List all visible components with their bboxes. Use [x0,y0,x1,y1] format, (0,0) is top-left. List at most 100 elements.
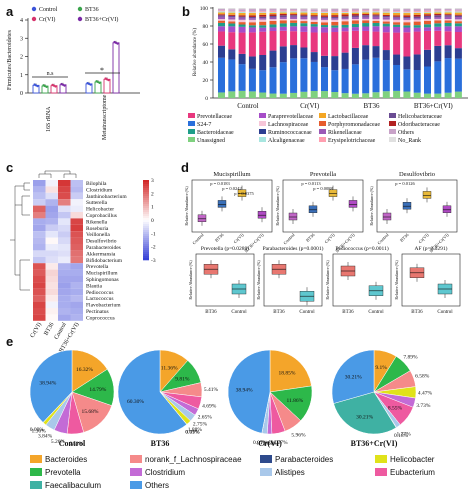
panel-c-heatmap-cell [58,256,71,264]
panel-c-scale-tick: 3 [151,178,154,184]
panel-b-bar-segment [279,15,287,18]
panel-b-bar-segment [434,12,442,14]
panel-b-bar-segment [413,25,421,28]
panel-b-bar-segment [238,22,246,25]
panel-c-column-label: BT36 [43,322,55,337]
panel-b-bar-segment [248,15,256,17]
panel-b-bar-segment [279,13,287,16]
panel-d-top-title: Mucispirillum [213,171,250,178]
panel-c-scale-step [143,194,149,197]
panel-b-bar-segment [382,16,390,18]
panel-b-bar-segment [382,32,390,51]
panel-b-bar-segment [279,26,287,31]
panel-b-bar-segment [269,8,277,9]
panel-c-heatmap-cell [70,295,83,302]
panel-b-bar-segment [321,32,328,56]
panel-b-bar-segment [269,93,277,98]
panel-b-bar-segment [279,11,287,13]
panel-b-bar-segment [269,50,277,68]
panel-b-bar-segment [382,26,390,33]
panel-b-bar-segment [300,15,308,17]
panel-b-legend-swatch [188,129,195,134]
panel-a-ns-label: n.s [47,71,55,77]
panel-b-legend-swatch [319,121,326,126]
panel-b-legend-label: Paraprevotellaceae [268,114,314,120]
panel-c-heatmap-cell [33,212,46,219]
panel-c-row-label: Prevotella [86,264,109,270]
panel-b-bar-segment [444,8,452,11]
panel-d-letter: d [181,160,189,175]
panel-c-heatmap-cell [33,288,46,296]
panel-d-top-group: BT36 [305,232,316,243]
panel-b-bar-segment [382,60,390,92]
panel-d-bottom-group: BT36 [411,310,423,315]
panel-c-heatmap-cell [45,244,58,251]
panel-e-legend-swatch [130,481,142,489]
panel-d-top-title: Prevotella [310,171,336,178]
panel-e-legend-label: Bacteroides [45,455,87,464]
panel-b-legend-swatch [389,113,396,118]
panel-b-bar-segment [341,14,349,17]
panel-c-color-scale: 3 2 1 0 -1 -2 -3 [143,178,156,264]
panel-e-slice-label: 0.01% [185,429,200,435]
panel-b-bar-segment [218,8,225,10]
panel-e-legend-label: Eubacterium [390,468,435,477]
panel-e-legend-label: norank_f_Lachnospiraceae [145,455,242,464]
panel-b-bar-segment [300,47,308,59]
panel-b-bar-segment [454,12,462,15]
panel-c-heatmap-cell [33,231,46,238]
panel-b-legend-label: Odoribacteraceae [398,122,440,128]
panel-c-scale-tick: 0 [151,218,154,224]
panel-b-bar-segment [290,20,298,23]
panel-b-bar-segment [300,11,308,13]
panel-c-heatmap-cell [58,237,71,244]
panel-e-legend-label: Alistipes [275,468,305,477]
panel-b-bar-segment [403,25,411,28]
panel-d-top-box [382,212,392,221]
panel-b-bar-segment [434,45,442,62]
panel-b-bar-segment [351,20,359,24]
panel-b-bar-segment [413,8,421,12]
panel-e-slice-label: 7.89% [403,354,418,360]
panel-b-bar-segment [331,12,339,14]
panel-b-bar-segment [444,92,452,98]
panel-e-legend-label: Parabacteroides [275,455,333,464]
panel-e: e 16.32% 14.79% 15.68% 6.52%5.26%3.84%1.36%… [6,334,435,490]
panel-a-y-tick-label: 0 [20,91,23,97]
panel-c-heatmap-cell [70,301,83,308]
panel-b-bar-segment [362,45,370,60]
panel-c-heatmap-cell [33,192,46,200]
panel-b-bar-segment [372,11,380,13]
panel-c-dendrogram [10,170,77,291]
panel-b-bar-segment [362,8,370,11]
panel-b-bar-segment [372,22,380,27]
panel-c-scale-step [143,196,149,199]
panel-b-bar-segment [413,54,421,71]
panel-b-bar-segment [310,11,318,12]
panel-b-legend-swatch [319,129,326,134]
panel-c-heatmap [33,180,83,321]
panel-b-legend-label: Prevotellaceae [197,114,232,120]
panel-b-bar-segment [279,62,287,94]
panel-b-bar-segment [321,27,328,33]
panel-b-bar-segment [259,70,267,93]
panel-b-bar-segment [454,11,462,13]
panel-b-bar-segment [228,17,236,20]
panel-b-bar-segment [434,30,442,46]
panel-e-legend-label: Clostridium [145,468,185,477]
panel-c-scale-step [143,216,149,219]
panel-b-bar-segment [362,20,370,24]
panel-b-bar-segment [444,8,452,9]
panel-c-row-label: Parabacteroides [86,245,121,251]
panel-b-bar-segment [218,45,225,58]
panel-c-scale-step [143,228,149,231]
panel-c-heatmap-cell [45,256,58,264]
panel-b-bar-segment [372,15,380,17]
panel-b-bar-segment [218,20,225,23]
panel-b-bar-segment [403,8,411,9]
panel-b-bar-segment [393,17,401,20]
panel-b-bar-segment [259,92,267,98]
panel-b-group-label: Cr(VI) [300,102,320,110]
panel-b-bar-segment [238,53,246,65]
panel-b-bar-segment [454,9,462,11]
